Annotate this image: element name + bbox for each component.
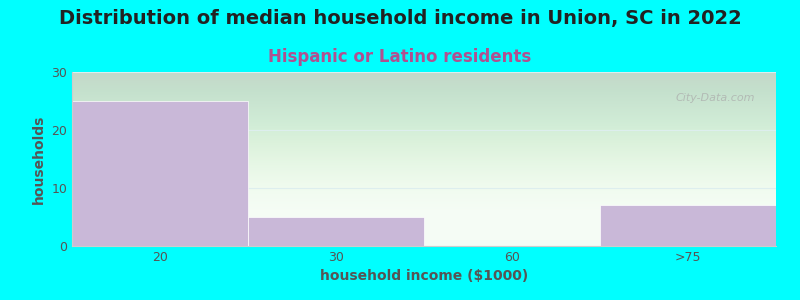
Text: Hispanic or Latino residents: Hispanic or Latino residents: [268, 48, 532, 66]
Text: Distribution of median household income in Union, SC in 2022: Distribution of median household income …: [58, 9, 742, 28]
Bar: [72, 101, 248, 246]
Text: City-Data.com: City-Data.com: [675, 93, 755, 103]
Y-axis label: households: households: [32, 114, 46, 204]
X-axis label: household income ($1000): household income ($1000): [320, 269, 528, 284]
Bar: [600, 206, 776, 246]
Bar: [248, 217, 424, 246]
